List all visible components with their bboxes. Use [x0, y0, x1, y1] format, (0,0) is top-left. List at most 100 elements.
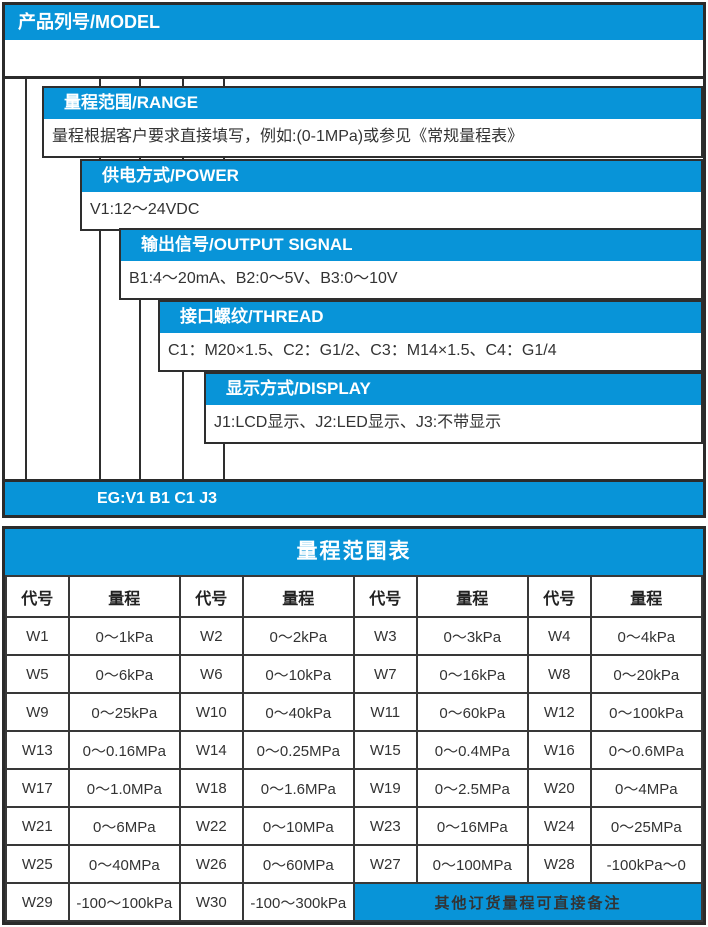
field-value-thread: C1：M20×1.5、C2：G1/2、C3：M14×1.5、C4：G1/4	[160, 333, 701, 370]
range-table: 代号 量程 代号 量程 代号 量程 代号 量程 W1 0～1kPa W2 0～2kPa W3 0～3kP…	[5, 575, 704, 922]
model-code-box	[5, 40, 703, 79]
field-box-display: 显示方式/DISPLAY J1:LCD显示、J2:LED显示、J3:不带显示	[204, 372, 703, 444]
range-cell: 0～40MPa	[67, 844, 181, 884]
range-cell: 0～100MPa	[415, 844, 529, 884]
range-cell: 0～10MPa	[241, 806, 355, 846]
range-cell: -100～100kPa	[67, 882, 181, 922]
range-cell: 0～16kPa	[415, 654, 529, 694]
code-cell: W29	[5, 882, 70, 922]
example-code-bar: EG:V1 B1 C1 J3	[5, 479, 703, 515]
table-row: W1 0～1kPa W2 0～2kPa W3 0～3kPa W4 0～4kPa	[5, 616, 704, 656]
code-cell: W2	[178, 616, 244, 656]
code-cell: W7	[352, 654, 418, 694]
range-table-body: W1 0～1kPa W2 0～2kPa W3 0～3kPa W4 0～4kPa W5 0～6kPa…	[5, 616, 704, 922]
range-cell: 0～3kPa	[415, 616, 529, 656]
code-cell: W30	[178, 882, 244, 922]
table-row: W25 0～40MPa W26 0～60MPa W27 0～100MPa W28 -100kP…	[5, 844, 704, 884]
table-row: W21 0～6MPa W22 0～10MPa W23 0～16MPa W24 0～25MPa	[5, 806, 704, 846]
range-cell: 0～6kPa	[67, 654, 181, 694]
field-label-thread: 接口螺纹/THREAD	[160, 302, 701, 333]
code-cell: W12	[526, 692, 592, 732]
code-column-header: 代号	[352, 575, 418, 618]
code-cell: W19	[352, 768, 418, 808]
code-cell: W15	[352, 730, 418, 770]
code-cell: W1	[5, 616, 70, 656]
range-cell: 0～4MPa	[589, 768, 704, 808]
range-table-section: 量程范围表 代号 量程 代号 量程 代号 量程 代号 量程 W1 0～1kPa W2 0～2kPa W…	[2, 526, 706, 925]
table-row: W9 0～25kPa W10 0～40kPa W11 0～60kPa W12 0～100kPa	[5, 692, 704, 732]
range-cell: 0～0.25MPa	[241, 730, 355, 770]
code-cell: W8	[526, 654, 592, 694]
code-cell: W18	[178, 768, 244, 808]
range-cell: 0～6MPa	[67, 806, 181, 846]
field-value-power: V1:12～24VDC	[82, 192, 701, 229]
code-cell: W26	[178, 844, 244, 884]
range-cell: 0～100kPa	[589, 692, 704, 732]
range-cell: 0～40kPa	[241, 692, 355, 732]
range-cell: 0～60kPa	[415, 692, 529, 732]
table-row: W13 0～0.16MPa W14 0～0.25MPa W15 0～0.4MPa W16 0～…	[5, 730, 704, 770]
range-cell: 0～25MPa	[589, 806, 704, 846]
range-cell: 0～25kPa	[67, 692, 181, 732]
range-cell: 0～0.6MPa	[589, 730, 704, 770]
model-title: 产品列号/MODEL	[18, 12, 160, 32]
code-cell: W4	[526, 616, 592, 656]
field-value-display: J1:LCD显示、J2:LED显示、J3:不带显示	[206, 405, 701, 442]
table-header-row: 代号 量程 代号 量程 代号 量程 代号 量程	[5, 575, 704, 618]
other-range-note: 其他订货量程可直接备注	[352, 882, 704, 922]
code-cell: W5	[5, 654, 70, 694]
range-cell: 0～1.6MPa	[241, 768, 355, 808]
range-cell: 0～20kPa	[589, 654, 704, 694]
range-column-header: 量程	[67, 575, 181, 618]
code-cell: W3	[352, 616, 418, 656]
field-box-power: 供电方式/POWER V1:12～24VDC	[80, 159, 703, 231]
code-cell: W25	[5, 844, 70, 884]
range-column-header: 量程	[241, 575, 355, 618]
range-cell: 0～2.5MPa	[415, 768, 529, 808]
range-table-title: 量程范围表	[5, 529, 703, 575]
code-cell: W28	[526, 844, 592, 884]
field-label-output-signal: 输出信号/OUTPUT SIGNAL	[121, 230, 701, 261]
code-cell: W6	[178, 654, 244, 694]
range-cell: -100kPa～0	[589, 844, 704, 884]
range-cell: 0～4kPa	[589, 616, 704, 656]
code-cell: W17	[5, 768, 70, 808]
code-cell: W9	[5, 692, 70, 732]
range-cell: 0～0.4MPa	[415, 730, 529, 770]
code-column-header: 代号	[5, 575, 70, 618]
code-column-header: 代号	[526, 575, 592, 618]
code-cell: W10	[178, 692, 244, 732]
field-box-thread: 接口螺纹/THREAD C1：M20×1.5、C2：G1/2、C3：M14×1.…	[158, 300, 703, 372]
code-cell: W23	[352, 806, 418, 846]
range-cell: 0～0.16MPa	[67, 730, 181, 770]
connector-line	[99, 79, 101, 481]
range-column-header: 量程	[415, 575, 529, 618]
code-column-header: 代号	[178, 575, 244, 618]
field-value-range: 量程根据客户要求直接填写，例如:(0-1MPa)或参见《常规量程表》	[44, 119, 701, 156]
range-cell: 0～60MPa	[241, 844, 355, 884]
field-label-power: 供电方式/POWER	[82, 161, 701, 192]
code-cell: W24	[526, 806, 592, 846]
code-cell: W13	[5, 730, 70, 770]
table-row: W29 -100～100kPa W30 -100～300kPa 其他订货量程可直接备注	[5, 882, 704, 922]
range-cell: 0～10kPa	[241, 654, 355, 694]
range-cell: 0～2kPa	[241, 616, 355, 656]
range-cell: -100～300kPa	[241, 882, 355, 922]
field-box-range: 量程范围/RANGE 量程根据客户要求直接填写，例如:(0-1MPa)或参见《常…	[42, 86, 703, 158]
range-column-header: 量程	[589, 575, 704, 618]
code-cell: W22	[178, 806, 244, 846]
table-row: W5 0～6kPa W6 0～10kPa W7 0～16kPa W8 0～20kPa	[5, 654, 704, 694]
range-cell: 0～1.0MPa	[67, 768, 181, 808]
code-cell: W27	[352, 844, 418, 884]
code-cell: W16	[526, 730, 592, 770]
model-selection-diagram: 产品列号/MODEL 量程范围/RANGE 量程根据客户要求直接填写，例如:(0…	[2, 2, 706, 518]
code-cell: W11	[352, 692, 418, 732]
field-label-range: 量程范围/RANGE	[44, 88, 701, 119]
code-cell: W20	[526, 768, 592, 808]
range-cell: 0～1kPa	[67, 616, 181, 656]
code-cell: W14	[178, 730, 244, 770]
connector-line	[25, 79, 27, 481]
example-code: EG:V1 B1 C1 J3	[97, 490, 218, 507]
range-cell: 0～16MPa	[415, 806, 529, 846]
